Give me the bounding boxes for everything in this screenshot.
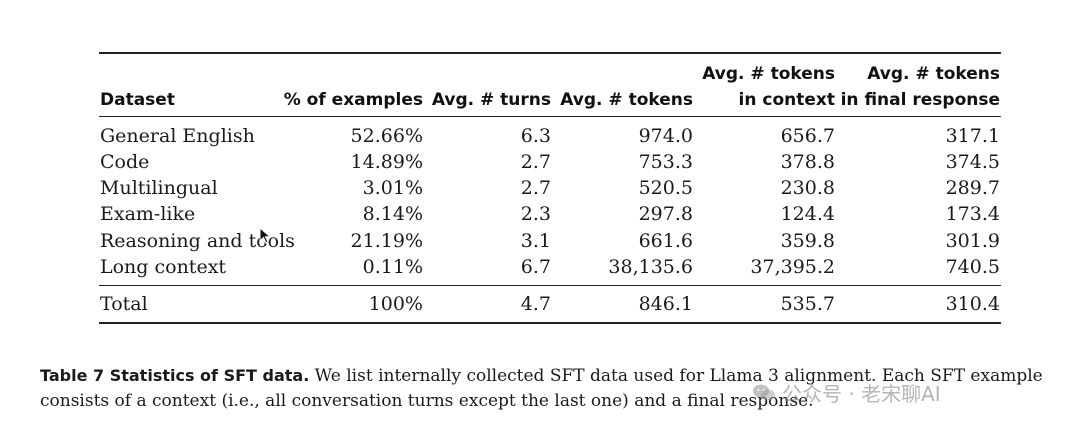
cell-pct: 3.01% — [362, 177, 423, 199]
caption-line-1: Table 7 Statistics of SFT data. We list … — [40, 363, 1070, 389]
mouse-pointer-icon — [259, 226, 273, 245]
cell-pct: 0.11% — [362, 256, 423, 278]
cell-tokens: 753.3 — [638, 151, 693, 173]
cell-pct: 14.89% — [350, 151, 423, 173]
cell-dataset: Code — [100, 151, 150, 173]
caption-title: Table 7 Statistics of SFT data. — [40, 366, 310, 385]
cell-tokens: 38,135.6 — [608, 256, 693, 278]
table-total-rule — [99, 285, 1001, 286]
cell-dataset: Exam-like — [100, 203, 196, 225]
cell-final: 374.5 — [945, 151, 1000, 173]
header-final-line1: Avg. # tokens — [867, 64, 1000, 84]
cell-dataset: General English — [100, 125, 255, 147]
cell-pct: 8.14% — [362, 203, 423, 225]
cell-turns: 6.7 — [520, 256, 551, 278]
cell-final: 301.9 — [945, 230, 1000, 252]
cell-pct: 21.19% — [350, 230, 423, 252]
watermark-text: 公众号 · 老宋聊AI — [782, 382, 941, 406]
caption-line-2: consists of a context (i.e., all convers… — [40, 391, 814, 411]
cell-dataset: Total — [100, 293, 148, 315]
cell-tokens: 661.6 — [638, 230, 693, 252]
cell-context: 378.8 — [780, 151, 835, 173]
header-avg-turns: Avg. # turns — [431, 90, 551, 110]
cell-dataset: Long context — [100, 256, 227, 278]
cell-turns: 3.1 — [520, 230, 551, 252]
cell-dataset: Reasoning and tools — [100, 230, 295, 252]
header-context-line1: Avg. # tokens — [702, 64, 835, 84]
cell-context: 37,395.2 — [750, 256, 835, 278]
cell-context: 359.8 — [780, 230, 835, 252]
cell-tokens: 846.1 — [638, 293, 693, 315]
cell-turns: 6.3 — [520, 125, 551, 147]
cell-final: 173.4 — [945, 203, 1000, 225]
cell-dataset: Multilingual — [100, 177, 218, 199]
cell-context: 535.7 — [780, 293, 835, 315]
cell-final: 289.7 — [945, 177, 1000, 199]
header-dataset: Dataset — [100, 90, 175, 110]
cell-context: 656.7 — [780, 125, 835, 147]
cell-tokens: 297.8 — [638, 203, 693, 225]
cell-pct: 100% — [368, 293, 423, 315]
wechat-icon — [752, 383, 776, 403]
cell-context: 124.4 — [780, 203, 835, 225]
cell-turns: 2.3 — [520, 203, 551, 225]
table-bottom-rule — [99, 322, 1001, 324]
cell-final: 310.4 — [945, 293, 1000, 315]
header-pct-examples: % of examples — [283, 90, 423, 110]
cell-final: 740.5 — [945, 256, 1000, 278]
watermark: 公众号 · 老宋聊AI — [752, 378, 941, 407]
cell-pct: 52.66% — [350, 125, 423, 147]
table-caption: Table 7 Statistics of SFT data. We list … — [40, 363, 1070, 414]
table-top-rule — [99, 52, 1001, 54]
cell-turns: 4.7 — [520, 293, 551, 315]
table-header-rule — [99, 116, 1001, 117]
cell-final: 317.1 — [945, 125, 1000, 147]
cell-turns: 2.7 — [520, 177, 551, 199]
header-avg-tokens: Avg. # tokens — [560, 90, 693, 110]
cell-tokens: 974.0 — [638, 125, 693, 147]
cell-tokens: 520.5 — [638, 177, 693, 199]
header-final-line2: in final response — [840, 90, 1000, 110]
caption-text-1: We list internally collected SFT data us… — [309, 366, 1043, 386]
cell-turns: 2.7 — [520, 151, 551, 173]
cell-context: 230.8 — [780, 177, 835, 199]
header-context-line2: in context — [738, 90, 835, 110]
